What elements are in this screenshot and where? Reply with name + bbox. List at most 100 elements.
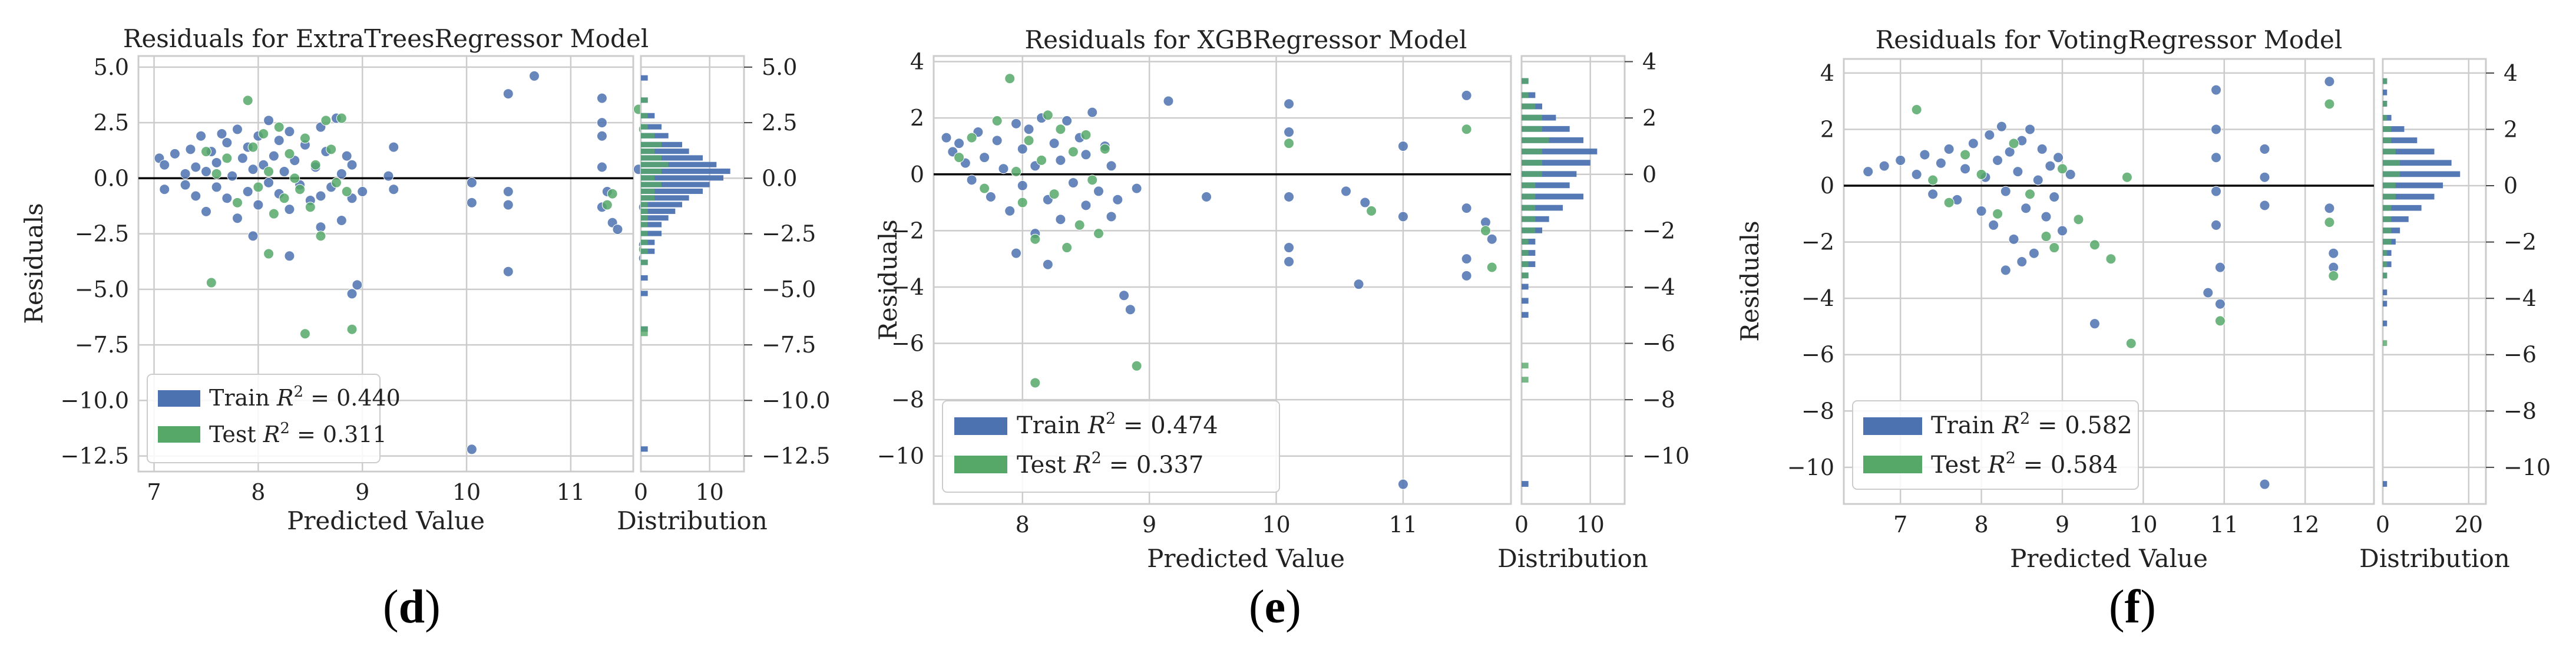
hist-bar-test (2383, 171, 2400, 177)
test-point (1042, 110, 1053, 121)
legend-item-train: Train R2 = 0.582 (1863, 410, 2132, 439)
hist-bar-test (1522, 182, 1536, 189)
test-point (966, 132, 977, 143)
x-tick-label: 10 (1262, 512, 1290, 538)
train-point (352, 279, 363, 291)
train-point (1976, 206, 1987, 217)
test-point (1080, 129, 1092, 140)
distribution-label: Distribution (2359, 544, 2510, 573)
train-point (2324, 76, 2335, 87)
test-point (1030, 233, 1041, 245)
histogram-area (640, 55, 745, 473)
y-tick-label: 4 (910, 49, 924, 75)
hist-y-tick-label: −4 (2504, 285, 2537, 311)
distribution-label: Distribution (617, 506, 768, 535)
train-point (221, 137, 233, 149)
train-point (247, 230, 259, 242)
train-point (2053, 152, 2064, 163)
test-point (2025, 189, 2036, 200)
hist-x-tick-label: 0 (2376, 512, 2390, 538)
train-point (2065, 169, 2076, 180)
hist-y-tick-label: 2 (2504, 116, 2518, 142)
test-point (273, 121, 285, 133)
train-point (383, 170, 394, 182)
train-point (190, 162, 201, 173)
hist-y-tick-label: 4 (2504, 60, 2518, 86)
train-point (1106, 211, 1117, 222)
hist-bar-test (1522, 103, 1536, 110)
hist-y-tick-label: −10 (2504, 454, 2551, 480)
hist-bar-train (1522, 481, 1529, 487)
hist-bar-test (641, 175, 655, 181)
legend: Train R2 = 0.582 Test R2 = 0.584 (1852, 400, 2139, 490)
hist-y-tick-label: −4 (1642, 274, 1675, 300)
train-point (2211, 124, 2222, 135)
test-point (268, 208, 279, 219)
legend: Train R2 = 0.440 Test R2 = 0.311 (147, 374, 401, 463)
train-point (1131, 183, 1142, 194)
train-point (529, 70, 540, 81)
train-point (1080, 149, 1092, 160)
train-point (1017, 180, 1028, 191)
train-point (2008, 233, 2019, 245)
x-tick-label: 8 (1016, 512, 1030, 538)
hist-y-tick-label: 0 (2504, 173, 2518, 199)
hist-bar-test (641, 162, 669, 167)
panel-label-e: (e) (1249, 581, 1301, 633)
hist-y-tick-label: −2 (2504, 229, 2537, 255)
train-point (466, 197, 477, 208)
legend-item-train: Train R2 = 0.440 (158, 383, 401, 411)
hist-bar-train (2383, 205, 2422, 211)
hist-bar-test (641, 331, 648, 337)
distribution-label: Distribution (1497, 544, 1648, 573)
hist-bar-train (2383, 193, 2435, 200)
hist-bar-test (1522, 227, 1536, 233)
test-point (1093, 228, 1104, 239)
hist-bar-train (1522, 160, 1590, 166)
train-point (232, 213, 243, 224)
test-point (1911, 104, 1922, 116)
train-point (2211, 219, 2222, 230)
y-tick-label: 2 (1820, 116, 1834, 142)
hist-bar-test (2383, 160, 2400, 166)
y-tick-label: −10 (1787, 454, 1834, 480)
train-point (1201, 191, 1212, 202)
y-tick-label: −8 (1801, 398, 1834, 424)
hist-bar-train (1522, 193, 1583, 200)
x-tick-label: 10 (452, 479, 481, 505)
train-point (216, 128, 227, 139)
hist-bar-test (1522, 114, 1542, 121)
hist-bar-test (641, 230, 648, 236)
train-point (159, 159, 170, 170)
train-point (263, 177, 275, 188)
hist-y-tick-label: −8 (2504, 398, 2537, 424)
train-point (273, 135, 285, 146)
hist-bar-train (641, 149, 689, 154)
train-point (596, 117, 607, 128)
hist-bar-test (641, 188, 655, 195)
y-axis-label: Residuals (874, 219, 902, 340)
test-point (315, 230, 326, 242)
svg-text:Test R2 = 0.337: Test R2 = 0.337 (1017, 449, 1203, 479)
hist-bar-train (1522, 149, 1598, 154)
legend-label-train: Train (209, 385, 270, 411)
test-point (232, 197, 243, 208)
train-point (1055, 154, 1066, 166)
train-point (1093, 186, 1104, 197)
train-point (2025, 124, 2036, 135)
hist-bar-test (641, 222, 648, 228)
test-point (1131, 360, 1142, 371)
hist-bar-test (2383, 193, 2396, 200)
hist-bar-test (1522, 137, 1549, 143)
y-tick-label: −10 (877, 443, 924, 469)
hist-bar-test (641, 113, 648, 118)
train-point (1943, 143, 1955, 154)
test-point (1074, 219, 1085, 230)
x-tick-label: 8 (251, 479, 265, 505)
hist-bar-test (1522, 160, 1542, 166)
hist-bar-test (2383, 149, 2396, 155)
train-point (315, 190, 326, 202)
hist-bar-test (1522, 377, 1529, 383)
train-point (1087, 107, 1098, 118)
